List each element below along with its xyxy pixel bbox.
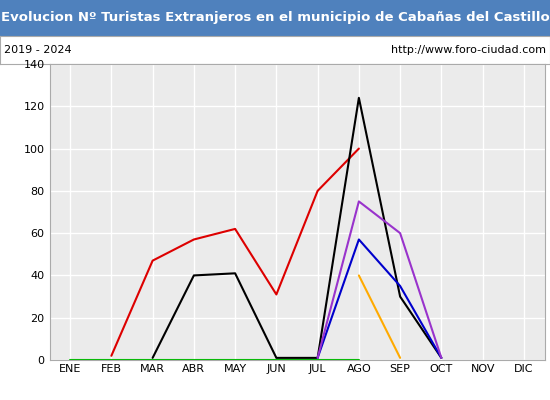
2024 <box>150 258 156 263</box>
2023 <box>355 96 362 100</box>
2022 <box>315 356 321 360</box>
2019 <box>438 356 444 360</box>
2019 <box>315 356 321 360</box>
2019 <box>355 199 362 204</box>
Line: 2019: 2019 <box>318 202 441 358</box>
2023 <box>150 356 156 360</box>
2021 <box>150 358 156 362</box>
2024 <box>273 292 279 297</box>
2024 <box>108 353 115 358</box>
2023 <box>232 271 239 276</box>
2021 <box>273 358 279 362</box>
2022 <box>438 356 444 360</box>
2021 <box>190 358 197 362</box>
2023 <box>438 356 444 360</box>
2023 <box>190 273 197 278</box>
2022 <box>397 284 404 288</box>
2024 <box>232 226 239 231</box>
2024 <box>355 146 362 151</box>
2024 <box>315 188 321 193</box>
Text: 2019 - 2024: 2019 - 2024 <box>4 45 72 55</box>
Line: 2024: 2024 <box>111 148 359 356</box>
2019 <box>397 231 404 236</box>
Text: Evolucion Nº Turistas Extranjeros en el municipio de Cabañas del Castillo: Evolucion Nº Turistas Extranjeros en el … <box>1 12 549 24</box>
2021 <box>67 358 74 362</box>
2023 <box>273 356 279 360</box>
2023 <box>397 294 404 299</box>
2021 <box>108 358 115 362</box>
Text: http://www.foro-ciudad.com: http://www.foro-ciudad.com <box>390 45 546 55</box>
2021 <box>232 358 239 362</box>
2023 <box>315 356 321 360</box>
2020 <box>355 273 362 278</box>
Line: 2023: 2023 <box>153 98 441 358</box>
2022 <box>355 237 362 242</box>
Line: 2022: 2022 <box>318 240 441 358</box>
2021 <box>355 358 362 362</box>
Line: 2020: 2020 <box>359 276 400 358</box>
2020 <box>397 356 404 360</box>
2024 <box>190 237 197 242</box>
2021 <box>315 358 321 362</box>
